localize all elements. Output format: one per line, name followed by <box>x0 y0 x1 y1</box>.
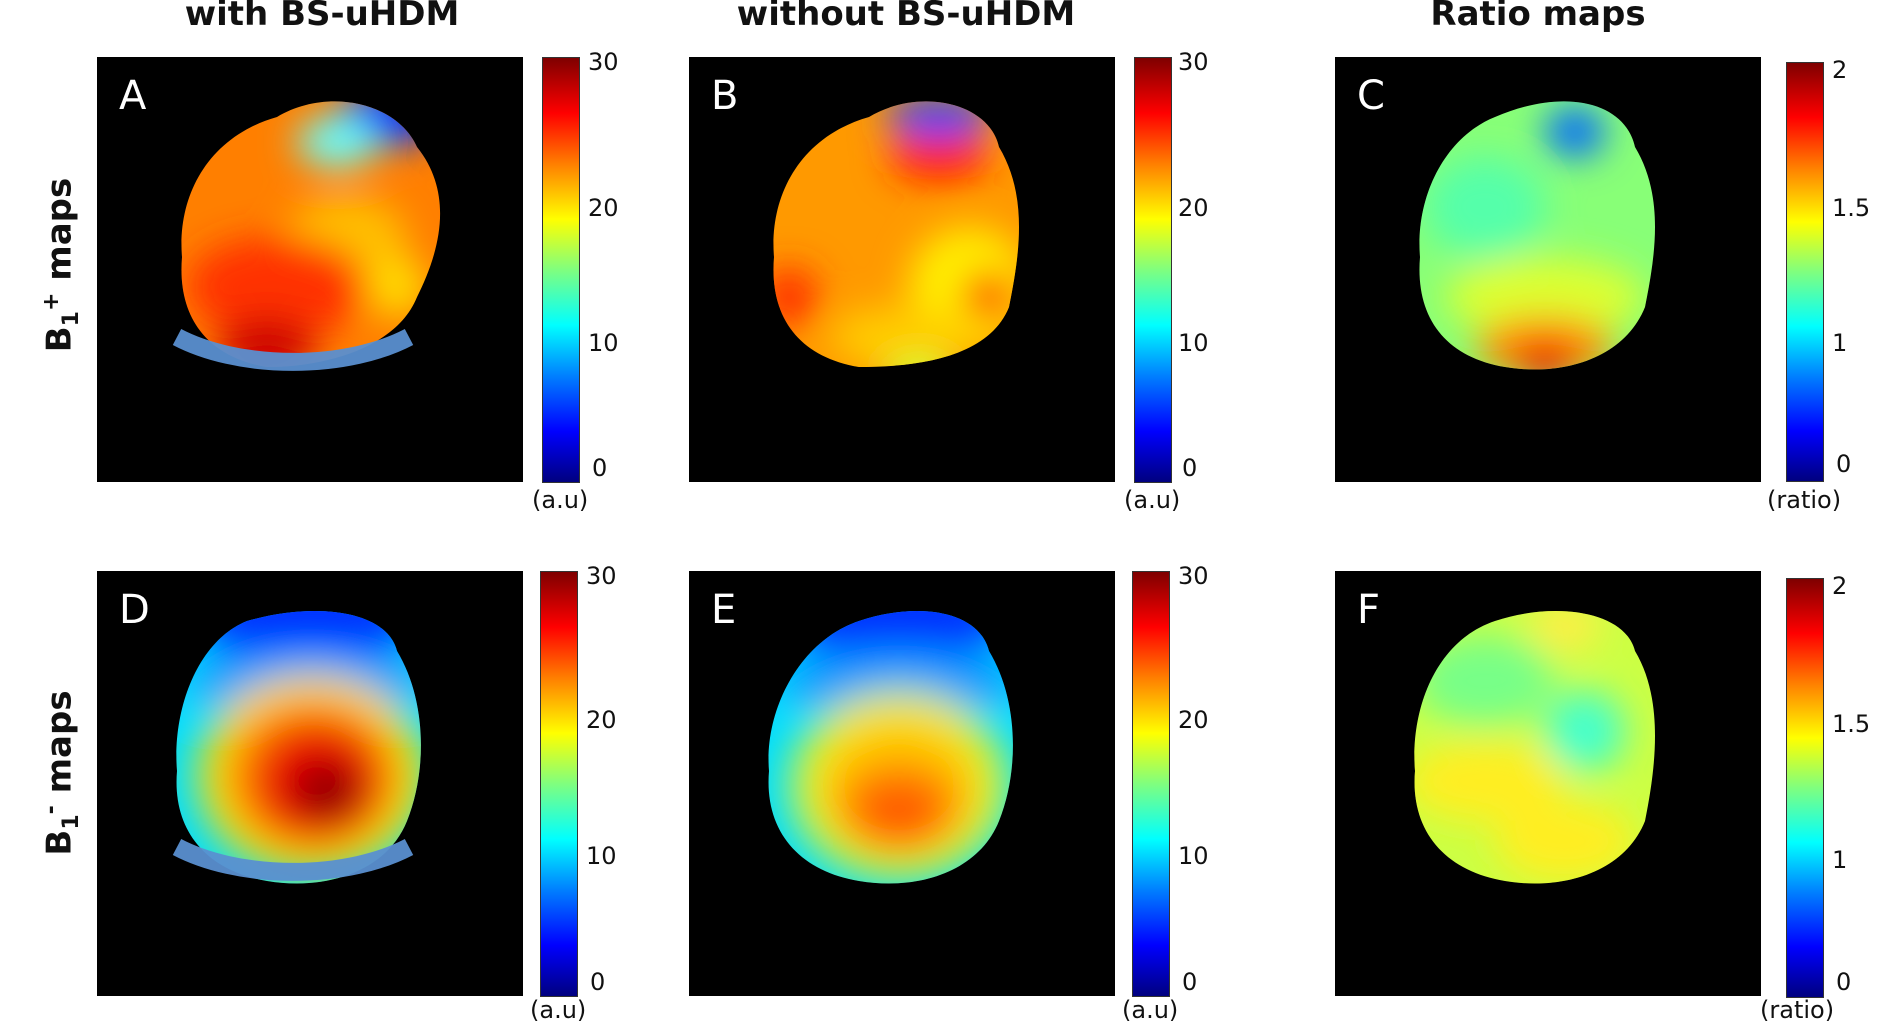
colorbar-a-tick: 30 <box>588 48 619 76</box>
brain-map-e <box>768 611 1013 884</box>
panel-letter: A <box>119 73 147 119</box>
panel-letter: F <box>1357 587 1381 633</box>
colorbar-b <box>1134 57 1172 483</box>
column-title-ratio-maps: Ratio maps <box>1430 0 1646 34</box>
colorbar-f-tick: 2 <box>1832 572 1848 600</box>
colorbar-d-tick: 10 <box>586 842 617 870</box>
colorbar-e-unit: (a.u) <box>1122 996 1179 1024</box>
brain-map-c <box>1419 101 1656 370</box>
panel-letter: E <box>711 587 737 633</box>
colorbar-b-tick: 10 <box>1178 329 1209 357</box>
colorbar-b-tick: 0 <box>1182 454 1198 482</box>
colorbar-e-tick: 0 <box>1182 968 1198 996</box>
panel-b-b1plus-without-bs-uhdm: B <box>689 57 1115 482</box>
coil-shape-d <box>172 839 414 881</box>
colorbar-c-tick: 1.5 <box>1832 194 1871 222</box>
colorbar-b-tick: 30 <box>1178 48 1209 76</box>
brain-map-b <box>773 101 1019 368</box>
colorbar-a-unit: (a.u) <box>532 486 589 514</box>
panel-d-b1minus-with-bs-uhdm: D <box>97 571 523 996</box>
colorbar-e-tick: 30 <box>1178 562 1209 590</box>
colorbar-a-tick: 10 <box>588 329 619 357</box>
colorbar-f <box>1786 578 1824 998</box>
panel-c-b1plus-ratio-map: C <box>1335 57 1761 482</box>
colorbar-a-tick: 0 <box>592 454 608 482</box>
row-label-b1-plus-maps: B1+ maps <box>39 177 85 353</box>
column-title-with-bs-uhdm: with BS-uHDM <box>184 0 460 34</box>
colorbar-d <box>540 571 578 997</box>
colorbar-c <box>1786 62 1824 482</box>
brain-map-a <box>172 101 441 371</box>
colorbar-d-tick: 30 <box>586 562 617 590</box>
colorbar-f-tick: 0 <box>1836 968 1852 996</box>
colorbar-b-unit: (a.u) <box>1124 486 1181 514</box>
colorbar-f-unit: (ratio) <box>1760 996 1835 1024</box>
colorbar-c-tick: 1 <box>1832 329 1848 357</box>
colorbar-c-tick: 0 <box>1836 450 1852 478</box>
colorbar-d-tick: 0 <box>590 968 606 996</box>
coil-shape-a <box>172 329 414 371</box>
panel-e-b1minus-without-bs-uhdm: E <box>689 571 1115 996</box>
colorbar-e-tick: 10 <box>1178 842 1209 870</box>
colorbar-e <box>1132 571 1170 997</box>
colorbar-f-tick: 1 <box>1832 846 1848 874</box>
colorbar-a-tick: 20 <box>588 194 619 222</box>
panel-letter: B <box>711 73 739 119</box>
panel-letter: D <box>119 587 150 633</box>
row-label-b1-minus-maps: B1- maps <box>39 690 85 856</box>
brain-map-f <box>1414 611 1655 884</box>
panel-f-b1minus-ratio-map: F <box>1335 571 1761 996</box>
brain-map-d <box>172 611 421 884</box>
panel-a-b1plus-with-bs-uhdm: A <box>97 57 523 482</box>
colorbar-e-tick: 20 <box>1178 706 1209 734</box>
colorbar-d-unit: (a.u) <box>530 996 587 1024</box>
panel-letter: C <box>1357 73 1385 119</box>
column-title-without-bs-uhdm: without BS-uHDM <box>736 0 1076 34</box>
colorbar-f-tick: 1.5 <box>1832 710 1871 738</box>
colorbar-c-unit: (ratio) <box>1767 486 1842 514</box>
colorbar-c-tick: 2 <box>1832 56 1848 84</box>
colorbar-d-tick: 20 <box>586 706 617 734</box>
colorbar-b-tick: 20 <box>1178 194 1209 222</box>
colorbar-a <box>542 57 580 483</box>
